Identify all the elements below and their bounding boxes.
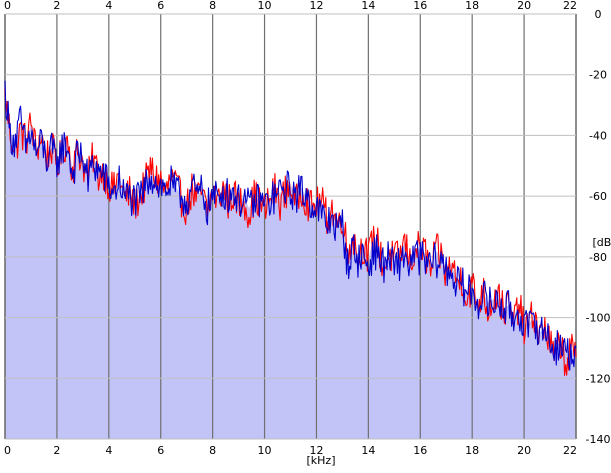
x-tick-label-bottom-14: 14 [361,444,375,457]
x-tick-label-top-18: 18 [465,0,479,12]
x-tick-label-top-22: 22 [563,0,577,12]
x-tick-label-bottom-6: 6 [157,444,164,457]
x-tick-label-top-16: 16 [413,0,427,12]
y-tick-label--40: -40 [589,129,607,142]
x-tick-label-top-2: 2 [53,0,60,12]
spectrum-area-fill [5,89,576,439]
y-tick-label--140: -140 [586,433,611,446]
x-tick-label-bottom-16: 16 [413,444,427,457]
x-tick-label-top-10: 10 [258,0,272,12]
y-tick-label--100: -100 [586,312,611,325]
y-tick-label-0: 0 [595,8,602,21]
x-tick-label-bottom-22: 22 [563,444,577,457]
horizontal-grid [5,13,576,440]
y-tick-label--20: -20 [589,69,607,82]
x-tick-label-top-20: 20 [517,0,531,12]
x-tick-label-bottom-18: 18 [465,444,479,457]
y-tick-label--60: -60 [589,190,607,203]
y-tick-label--80: -80 [589,251,607,264]
x-tick-label-bottom-10: 10 [258,444,272,457]
y-axis-label: [dB] [592,236,611,249]
x-tick-label-top-4: 4 [105,0,112,12]
x-tick-label-top-8: 8 [209,0,216,12]
x-tick-label-bottom-2: 2 [53,444,60,457]
x-tick-label-bottom-12: 12 [309,444,323,457]
x-tick-label-bottom-8: 8 [209,444,216,457]
x-tick-label-top-12: 12 [309,0,323,12]
x-tick-label-bottom-0: 0 [4,444,11,457]
y-tick-label--120: -120 [586,372,611,385]
x-tick-label-top-0: 0 [4,0,11,12]
x-tick-label-top-14: 14 [361,0,375,12]
series-layer [4,80,577,376]
spectrum-series-line-2 [4,80,577,371]
y-axis-tick-labels: 0 -20 -40 -60 -80 -100 -120 -140 [586,8,611,446]
x-tick-label-bottom-4: 4 [105,444,112,457]
x-axis-label: [kHz] [307,454,336,467]
x-tick-label-top-6: 6 [157,0,164,12]
x-tick-label-bottom-20: 20 [517,444,531,457]
